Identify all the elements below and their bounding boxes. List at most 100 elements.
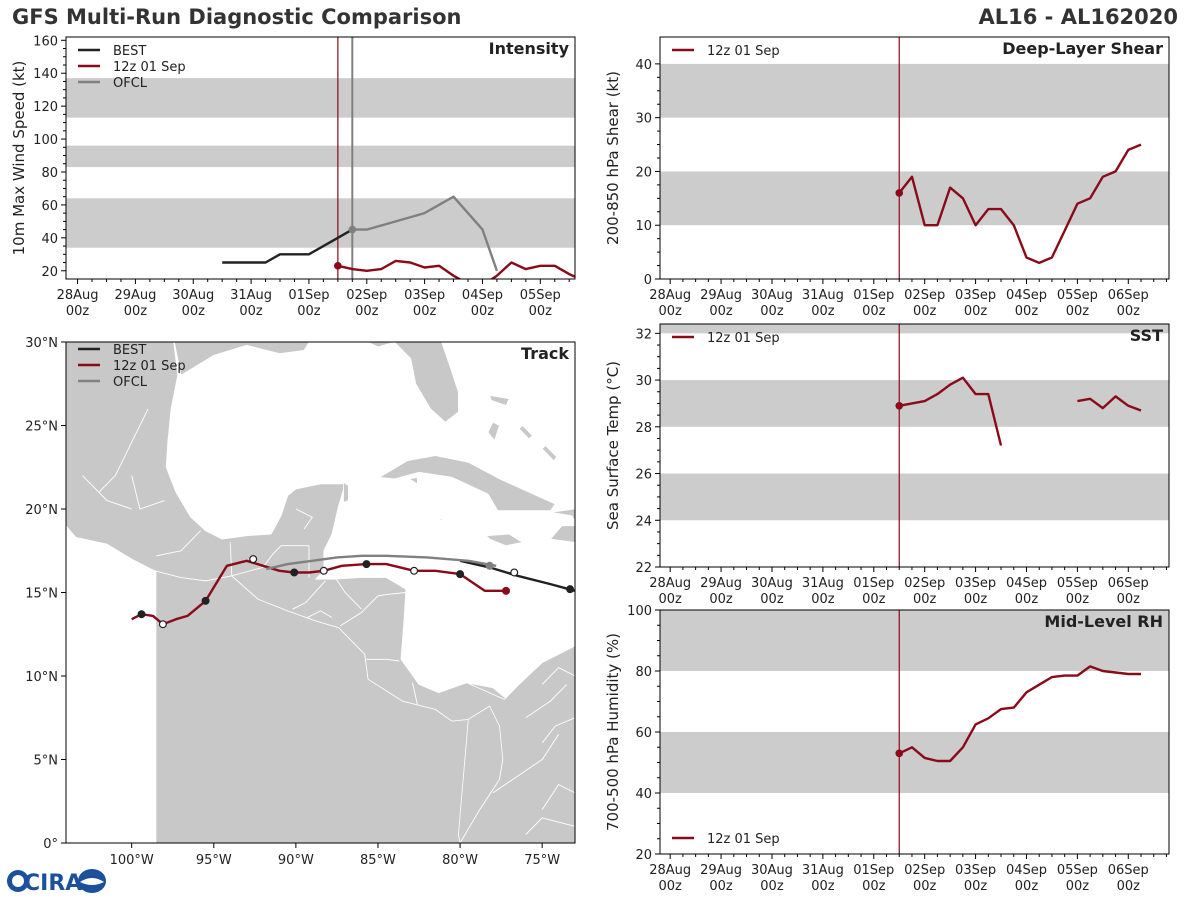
border-line-0 xyxy=(98,408,149,493)
sst-xtick-hour-9: 00z xyxy=(1117,592,1141,607)
intensity-marker-1 xyxy=(348,225,357,234)
sst-xtick-hour-6: 00z xyxy=(964,592,988,607)
sst-frame xyxy=(659,323,1170,568)
rh-ytick-label-4: 100 xyxy=(627,604,652,619)
track-xtick-label-0: 100°W xyxy=(110,853,154,868)
rh-xtick-hour-9: 00z xyxy=(1117,879,1141,894)
sst-ytick-label-1: 24 xyxy=(635,514,652,529)
sst-ytick-label-4: 30 xyxy=(635,374,652,389)
shear-xtick-day-8: 05Sep xyxy=(1057,288,1098,303)
rh-marker-0 xyxy=(895,749,904,758)
shear-xtick-hour-6: 00z xyxy=(964,304,988,319)
sst-xtick-day-5: 02Sep xyxy=(904,576,945,591)
land-isla-juventud xyxy=(408,476,418,485)
track-series-1 xyxy=(131,559,506,626)
sst-plot-area xyxy=(660,324,1169,567)
intensity-ytick-label-1: 40 xyxy=(41,232,58,247)
shear-ytick-label-0: 0 xyxy=(644,273,652,288)
shear-ytick-label-4: 40 xyxy=(635,58,652,73)
sst-ytick-label-2: 26 xyxy=(635,468,652,483)
border-line-12 xyxy=(328,567,362,610)
border-line-5 xyxy=(307,610,333,618)
track-point-6 xyxy=(362,560,371,569)
shear-band-0 xyxy=(660,171,1169,226)
track-point-4 xyxy=(456,570,465,579)
track-point-5 xyxy=(410,566,419,575)
shear-series-0 xyxy=(898,143,1142,265)
track-xtick-label-2: 90°W xyxy=(278,853,314,868)
sst-xtick-hour-1: 00z xyxy=(709,592,733,607)
track-map: 0° 5°N 10°N 15°N 20°N 25°N 30°N 100°W 95°W 90°W 85… xyxy=(25,336,576,868)
shear-xtick-day-6: 03Sep xyxy=(955,288,996,303)
rh-legend-label-0: 12z 01 Sep xyxy=(707,832,780,847)
intensity-series-2 xyxy=(352,195,499,272)
track-point-7 xyxy=(319,566,328,575)
intensity-xtick-hour-8: 00z xyxy=(529,304,553,319)
intensity-xtick-hour-6: 00z xyxy=(413,304,437,319)
intensity-legend-label-1: 12z 01 Sep xyxy=(113,60,186,75)
rh-ytick-label-2: 60 xyxy=(635,726,652,741)
rh-ytick-label-1: 40 xyxy=(635,787,652,802)
sst-ytick-label-3: 28 xyxy=(635,421,652,436)
intensity-frame xyxy=(65,36,576,280)
intensity-xtick-day-4: 01Sep xyxy=(288,288,329,303)
track-legend-label-1: 12z 01 Sep xyxy=(113,359,186,374)
page-title: GFS Multi-Run Diagnostic Comparison xyxy=(12,5,462,29)
storm-id: AL16 - AL162020 xyxy=(978,5,1179,29)
border-line-17 xyxy=(541,717,575,744)
intensity-xtick-hour-7: 00z xyxy=(471,304,495,319)
intensity-xtick-hour-5: 00z xyxy=(355,304,379,319)
sst-xtick-hour-3: 00z xyxy=(811,592,835,607)
shear-xtick-hour-4: 00z xyxy=(862,304,886,319)
rh-xtick-hour-1: 00z xyxy=(709,879,733,894)
track-point-9 xyxy=(249,555,258,564)
intensity-ytick-label-5: 120 xyxy=(33,100,58,115)
track-point-11 xyxy=(158,620,167,629)
land-hispaniola xyxy=(549,508,575,543)
shear-xtick-hour-2: 00z xyxy=(760,304,784,319)
track-legend-label-0: BEST xyxy=(113,343,146,358)
border-line-13 xyxy=(492,734,559,794)
track-point-3 xyxy=(510,568,519,577)
rh-xtick-day-4: 01Sep xyxy=(853,863,894,878)
sst-xtick-hour-2: 00z xyxy=(760,592,784,607)
shear-xtick-hour-0: 00z xyxy=(658,304,682,319)
track-ytick-label-1: 5°N xyxy=(34,754,59,769)
sst-xtick-hour-8: 00z xyxy=(1066,592,1090,607)
rh-xtick-hour-3: 00z xyxy=(811,879,835,894)
rh-xtick-day-2: 30Aug xyxy=(751,863,793,878)
rh-ylabel: 700-500 hPa Humidity (%) xyxy=(604,633,622,831)
intensity-title: Intensity xyxy=(489,39,570,58)
land-cuba xyxy=(378,455,556,512)
shear-xtick-hour-8: 00z xyxy=(1066,304,1090,319)
sst-xtick-day-8: 05Sep xyxy=(1057,576,1098,591)
sst-series-1 xyxy=(1077,395,1142,412)
track-plot-area xyxy=(66,342,575,843)
intensity-xtick-day-1: 29Aug xyxy=(114,288,156,303)
intensity-series-1 xyxy=(337,259,575,279)
rh-xtick-day-5: 02Sep xyxy=(904,863,945,878)
rh-xtick-day-3: 31Aug xyxy=(802,863,844,878)
sst-xtick-hour-0: 00z xyxy=(658,592,682,607)
intensity-xtick-hour-2: 00z xyxy=(182,304,206,319)
border-line-8 xyxy=(411,682,418,705)
rh-xtick-day-1: 29Aug xyxy=(700,863,742,878)
cira-logo-graphic: CIRA xyxy=(7,869,106,896)
track-point-0 xyxy=(566,585,575,594)
intensity-ytick-label-3: 80 xyxy=(41,166,58,181)
rh-xtick-day-6: 03Sep xyxy=(955,863,996,878)
shear-xtick-day-7: 04Sep xyxy=(1006,288,1047,303)
sst-series-0 xyxy=(898,376,1003,446)
sst-marker-0 xyxy=(895,401,904,410)
land-cayman xyxy=(437,518,443,522)
shear-xtick-day-1: 29Aug xyxy=(700,288,742,303)
track-ytick-label-3: 15°N xyxy=(25,587,58,602)
rh-band-1 xyxy=(660,610,1169,671)
sst-xtick-hour-7: 00z xyxy=(1015,592,1039,607)
land-pacific-coast-redraw xyxy=(66,342,575,843)
intensity-xtick-hour-3: 00z xyxy=(239,304,263,319)
track-xtick-label-3: 85°W xyxy=(360,853,396,868)
shear-ylabel: 200-850 hPa Shear (kt) xyxy=(604,71,622,245)
sst-xtick-day-0: 28Aug xyxy=(649,576,691,591)
rh-xtick-hour-5: 00z xyxy=(913,879,937,894)
